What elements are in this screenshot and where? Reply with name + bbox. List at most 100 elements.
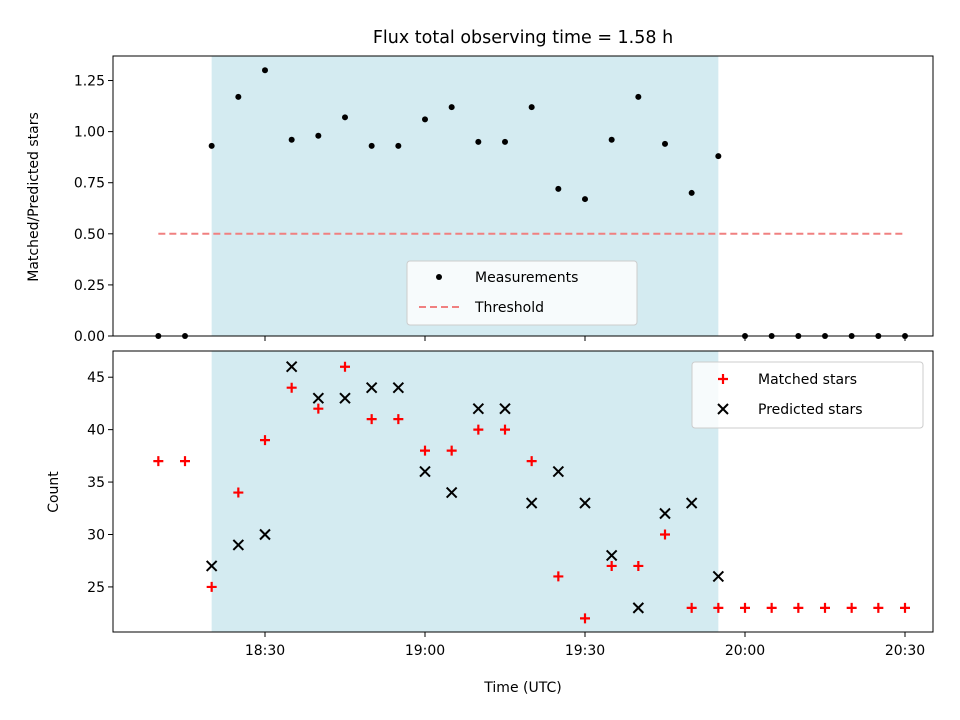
y-tick-label: 40	[87, 423, 105, 439]
x-tick-label: 20:30	[885, 643, 925, 659]
measurement-point	[582, 196, 588, 203]
matched-star-marker	[900, 602, 910, 613]
y-tick-label: 35	[87, 475, 105, 491]
predicted-star-marker	[552, 465, 565, 478]
y-tick-label: 45	[87, 370, 105, 386]
y-tick-label: 25	[87, 580, 105, 596]
x-tick-label: 20:00	[725, 643, 765, 659]
x-tick-label: 19:30	[565, 643, 605, 659]
legend-label: Matched stars	[758, 372, 857, 388]
legend-frame	[406, 260, 638, 326]
matched-star-marker	[660, 529, 670, 540]
y-tick-label: 0.25	[74, 278, 105, 294]
bottom-axes-frame	[112, 350, 934, 633]
predicted-star-marker	[605, 549, 618, 562]
predicted-star-marker	[365, 381, 378, 394]
measurement-point	[235, 93, 242, 100]
predicted-star-marker	[579, 497, 591, 509]
y-tick-label: 0.50	[74, 227, 105, 243]
predicted-star-marker	[339, 392, 351, 404]
y-tick-label: 0.00	[74, 329, 105, 345]
predicted-star-marker	[205, 560, 218, 572]
top-legend: Measurements Threshold	[406, 260, 638, 326]
matched-star-marker	[580, 613, 590, 624]
matched-star-marker	[340, 361, 350, 372]
predicted-star-marker	[445, 486, 458, 499]
predicted-star-marker	[312, 392, 325, 404]
measurement-point	[555, 185, 562, 192]
y-tick-label: 1.25	[74, 74, 105, 90]
predicted-star-marker	[685, 497, 698, 509]
legend-label: Threshold	[474, 300, 544, 316]
measurement-point	[475, 138, 482, 145]
matched-star-marker	[820, 602, 830, 613]
matched-star-marker	[740, 602, 750, 613]
measurement-point	[315, 132, 322, 139]
matched-star-marker	[233, 487, 244, 498]
measurement-point	[688, 189, 695, 196]
matched-star-marker	[473, 424, 484, 435]
ratio-panel: 0.00 0.25 0.50 0.75 1.00 1.25 Measurements Thre…	[74, 55, 934, 345]
x-tick-label: 19:00	[405, 643, 445, 659]
predicted-star-marker	[525, 497, 538, 509]
measurement-point	[288, 136, 295, 143]
matched-star-marker	[393, 414, 404, 425]
measurement-point	[342, 114, 348, 121]
predicted-star-marker	[419, 465, 431, 478]
matched-star-marker	[260, 435, 270, 446]
matched-star-marker	[766, 602, 777, 613]
measurement-point	[502, 138, 508, 145]
measurement-point	[715, 153, 722, 160]
bottom-legend: Matched stars Predicted stars	[691, 361, 924, 429]
predicted-star-marker	[392, 381, 405, 394]
matched-star-marker	[420, 445, 430, 456]
measurement-point	[608, 136, 615, 143]
matched-star-marker	[206, 581, 217, 592]
predicted-star-marker	[712, 570, 725, 583]
matched-star-marker	[553, 571, 564, 582]
legend-label: Predicted stars	[758, 402, 863, 418]
legend-measurement-marker	[436, 274, 442, 280]
measurement-point	[395, 142, 402, 149]
bottom-y-axis-label: Count	[46, 471, 62, 513]
legend-predicted-marker	[717, 403, 729, 415]
matched-star-marker	[526, 456, 537, 467]
measurement-point	[208, 142, 215, 149]
y-tick-label: 1.00	[74, 125, 105, 141]
measurement-point	[368, 142, 375, 149]
predicted-star-marker	[632, 602, 645, 614]
legend-frame	[691, 361, 924, 429]
figure-title: Flux total observing time = 1.58 h	[373, 28, 673, 48]
predicted-star-marker	[499, 402, 511, 415]
predicted-star-marker	[659, 507, 671, 520]
measurement-point	[448, 104, 455, 111]
top-y-axis-label: Matched/Predicted stars	[26, 112, 42, 282]
x-axis-label: Time (UTC)	[483, 680, 561, 696]
matched-star-marker	[313, 403, 324, 414]
top-axes-frame	[112, 55, 934, 337]
x-tick-label: 18:30	[245, 643, 285, 659]
matched-star-marker	[793, 602, 804, 613]
matched-star-marker	[153, 456, 164, 467]
matched-star-marker	[633, 560, 644, 571]
predicted-star-marker	[472, 402, 485, 415]
observing-span	[211, 351, 719, 632]
matched-star-marker	[606, 560, 617, 571]
matched-star-marker	[286, 382, 297, 393]
matched-star-marker	[713, 602, 724, 613]
predicted-star-marker	[232, 539, 245, 551]
measurement-point	[635, 93, 642, 100]
predicted-star-marker	[285, 361, 298, 373]
matched-star-marker	[446, 445, 457, 456]
matched-star-marker	[873, 602, 884, 613]
matched-star-marker	[180, 456, 190, 467]
measurement-point	[422, 116, 428, 123]
legend-label: Measurements	[475, 270, 578, 286]
matched-star-marker	[366, 414, 377, 425]
y-tick-label: 0.75	[74, 176, 105, 192]
y-tick-label: 30	[87, 527, 105, 543]
measurement-point	[262, 67, 268, 74]
matched-star-marker	[846, 602, 857, 613]
count-panel: 25 30 35 40 45 18:30 19:00 19:30 20:00 20:30 Match…	[87, 350, 934, 659]
